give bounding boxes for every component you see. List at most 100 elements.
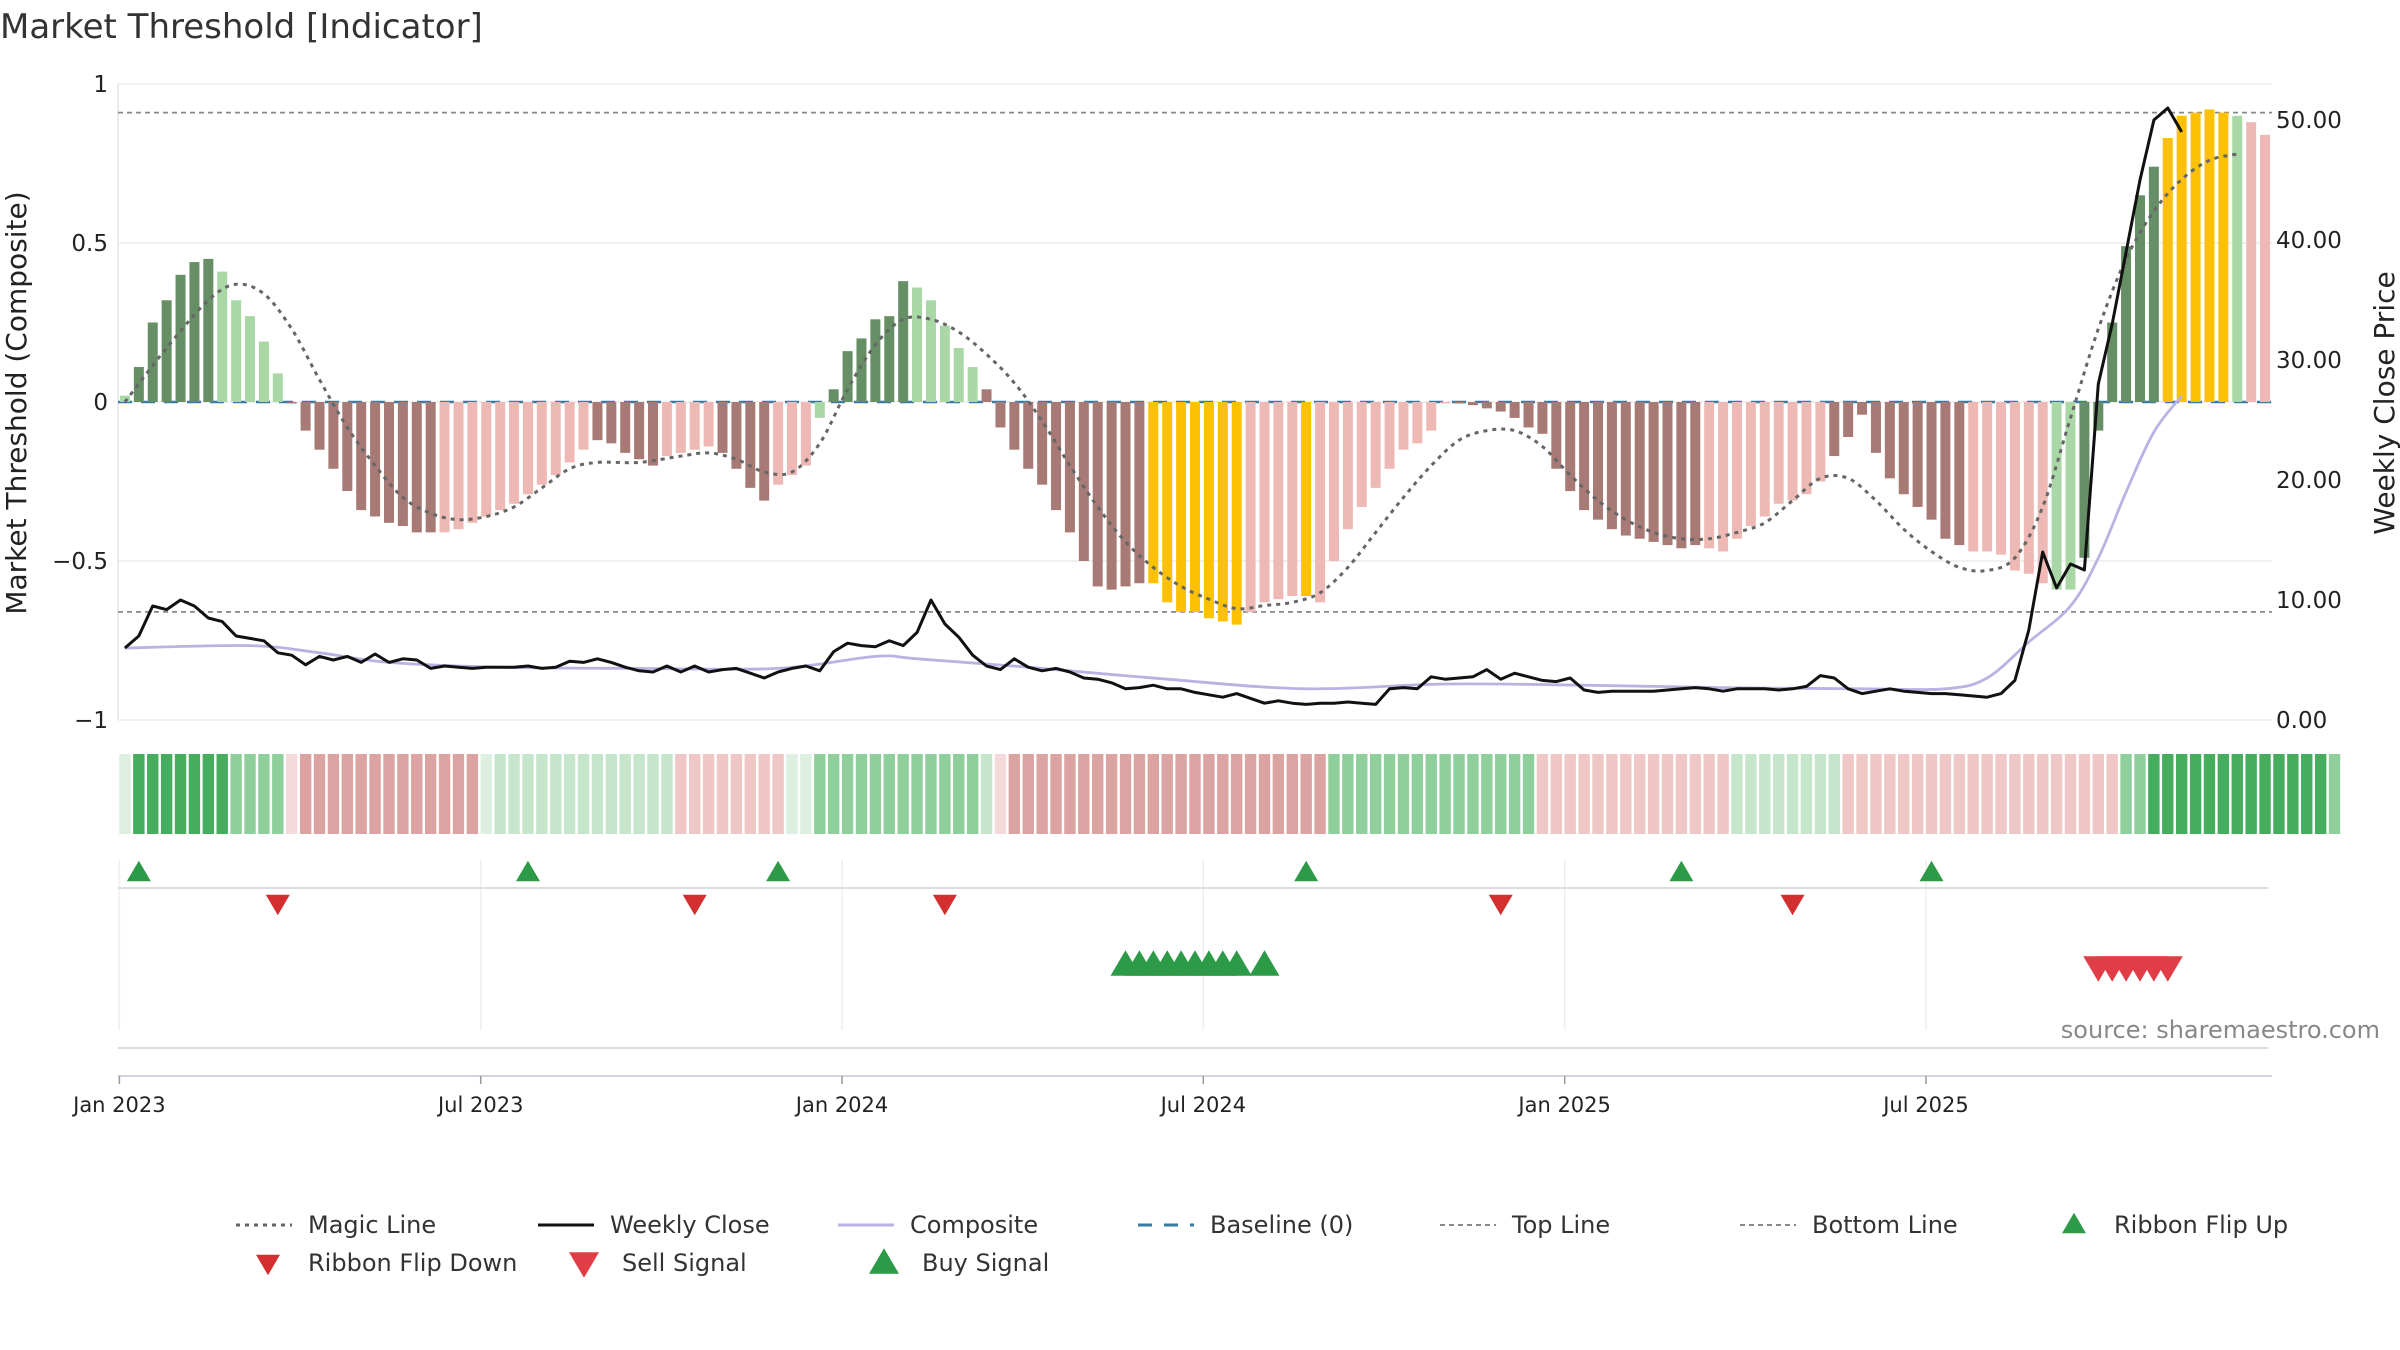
ribbon-cell	[411, 754, 423, 834]
ribbon-cell	[2148, 754, 2160, 834]
composite-bar	[467, 402, 478, 523]
right-axis-ticks: 50.00 40.00 30.00 20.00 10.00 0.00	[2276, 108, 2342, 734]
composite-bar	[314, 402, 325, 450]
composite-bar	[620, 402, 631, 453]
composite-bar	[1801, 402, 1812, 495]
magic-line-series	[123, 152, 2238, 611]
composite-bar	[786, 402, 797, 476]
ribbon-cell	[424, 754, 437, 834]
ribbon-cell	[800, 754, 812, 834]
ribbon-cell	[689, 754, 701, 834]
ribbon-cell	[1536, 754, 1549, 834]
ribbon-cell	[939, 754, 951, 834]
legend-label: Ribbon Flip Up	[2114, 1211, 2288, 1239]
composite-bars	[119, 109, 2271, 625]
ribbon-cell	[897, 754, 909, 834]
composite-bar	[1857, 402, 1868, 415]
composite-bar	[1356, 402, 1367, 507]
legend-swatch	[256, 1254, 280, 1276]
ribbon-cell	[188, 754, 201, 834]
ribbon-cell	[814, 754, 826, 834]
composite-bar	[1328, 402, 1339, 561]
composite-bar	[1870, 402, 1881, 453]
composite-bar	[1704, 402, 1715, 549]
legend-swatch	[2062, 1212, 2086, 1234]
left-tick-label: 0.5	[71, 231, 108, 257]
ribbon-cell	[355, 754, 367, 834]
ribbon-cell	[1092, 754, 1104, 834]
ribbon-cell	[1939, 754, 1952, 834]
left-axis-label: Market Threshold (Composite)	[0, 191, 33, 614]
ribbon-cell	[1592, 754, 1604, 834]
composite-bar	[2246, 122, 2257, 402]
composite-bar	[703, 402, 714, 447]
ribbon-cell	[1550, 754, 1563, 834]
ribbon-cell	[2203, 754, 2216, 834]
legend-label: Weekly Close	[610, 1211, 770, 1239]
composite-bar	[634, 402, 645, 460]
ribbon-cell	[1300, 754, 1312, 834]
legend-label: Bottom Line	[1812, 1211, 1958, 1239]
ribbon-cell	[786, 754, 798, 834]
composite-bar	[1843, 402, 1854, 437]
ribbon-cell	[1342, 754, 1354, 834]
composite-bar	[870, 319, 881, 402]
ribbon-cell	[1050, 754, 1062, 834]
composite-bar	[2176, 115, 2187, 403]
ribbon-cell	[216, 754, 228, 834]
ribbon-cell	[230, 754, 242, 834]
legend-label: Baseline (0)	[1210, 1211, 1353, 1239]
ribbon-cell	[591, 754, 604, 834]
composite-bar	[1565, 402, 1576, 492]
composite-bar	[2148, 166, 2159, 402]
composite-bar	[884, 316, 895, 402]
ribbon-cell	[1759, 754, 1771, 834]
x-tick-label: Jul 2025	[1881, 1093, 1968, 1117]
composite-bar	[1176, 402, 1187, 612]
ribbon-cell	[2064, 754, 2077, 834]
composite-bar	[967, 367, 978, 402]
legend-swatch	[569, 1252, 599, 1278]
ribbon-cell	[1967, 754, 1979, 834]
ribbon-cell	[1995, 754, 2007, 834]
ribbon-cell	[1508, 754, 1521, 834]
composite-bar	[1315, 402, 1326, 603]
ribbon-cell	[577, 754, 590, 834]
composite-bar	[1426, 402, 1437, 431]
ribbon-flip-down-marker	[682, 894, 707, 916]
ribbon-cell	[550, 754, 562, 834]
composite-bar	[495, 402, 506, 511]
ribbon-cell	[1161, 754, 1173, 834]
ribbon-flip-down-marker	[1780, 894, 1805, 916]
composite-bar	[397, 402, 408, 527]
composite-bar	[522, 402, 533, 495]
composite-bar	[745, 402, 756, 488]
composite-bar	[2190, 112, 2201, 403]
composite-bar	[925, 300, 936, 402]
ribbon-cell	[1675, 754, 1688, 834]
ribbon-cell	[272, 754, 284, 834]
composite-bar	[1412, 402, 1423, 444]
composite-bar	[1787, 402, 1798, 501]
composite-bar	[981, 389, 992, 402]
ribbon-cell	[494, 754, 506, 834]
ribbon-flip-up-marker	[766, 860, 791, 882]
composite-bar	[2107, 322, 2118, 402]
ribbon-cell	[147, 754, 159, 834]
buy-sell-markers	[1110, 950, 2183, 982]
ribbon-cell	[1244, 754, 1257, 834]
composite-bar	[1773, 402, 1784, 504]
ribbon-cell	[1703, 754, 1715, 834]
composite-bar	[1064, 402, 1075, 533]
composite-bar	[1023, 402, 1034, 469]
ribbon-cell	[1147, 754, 1160, 834]
composite-bar	[383, 402, 394, 523]
ribbon-cell	[341, 754, 353, 834]
composite-bar	[1051, 402, 1062, 511]
ribbon-flip-down-marker	[265, 894, 290, 916]
composite-bar	[1245, 402, 1256, 612]
composite-bar	[1495, 402, 1506, 412]
ribbon-cell	[2273, 754, 2285, 834]
ribbon-cell	[202, 754, 215, 834]
composite-bar	[661, 402, 672, 457]
